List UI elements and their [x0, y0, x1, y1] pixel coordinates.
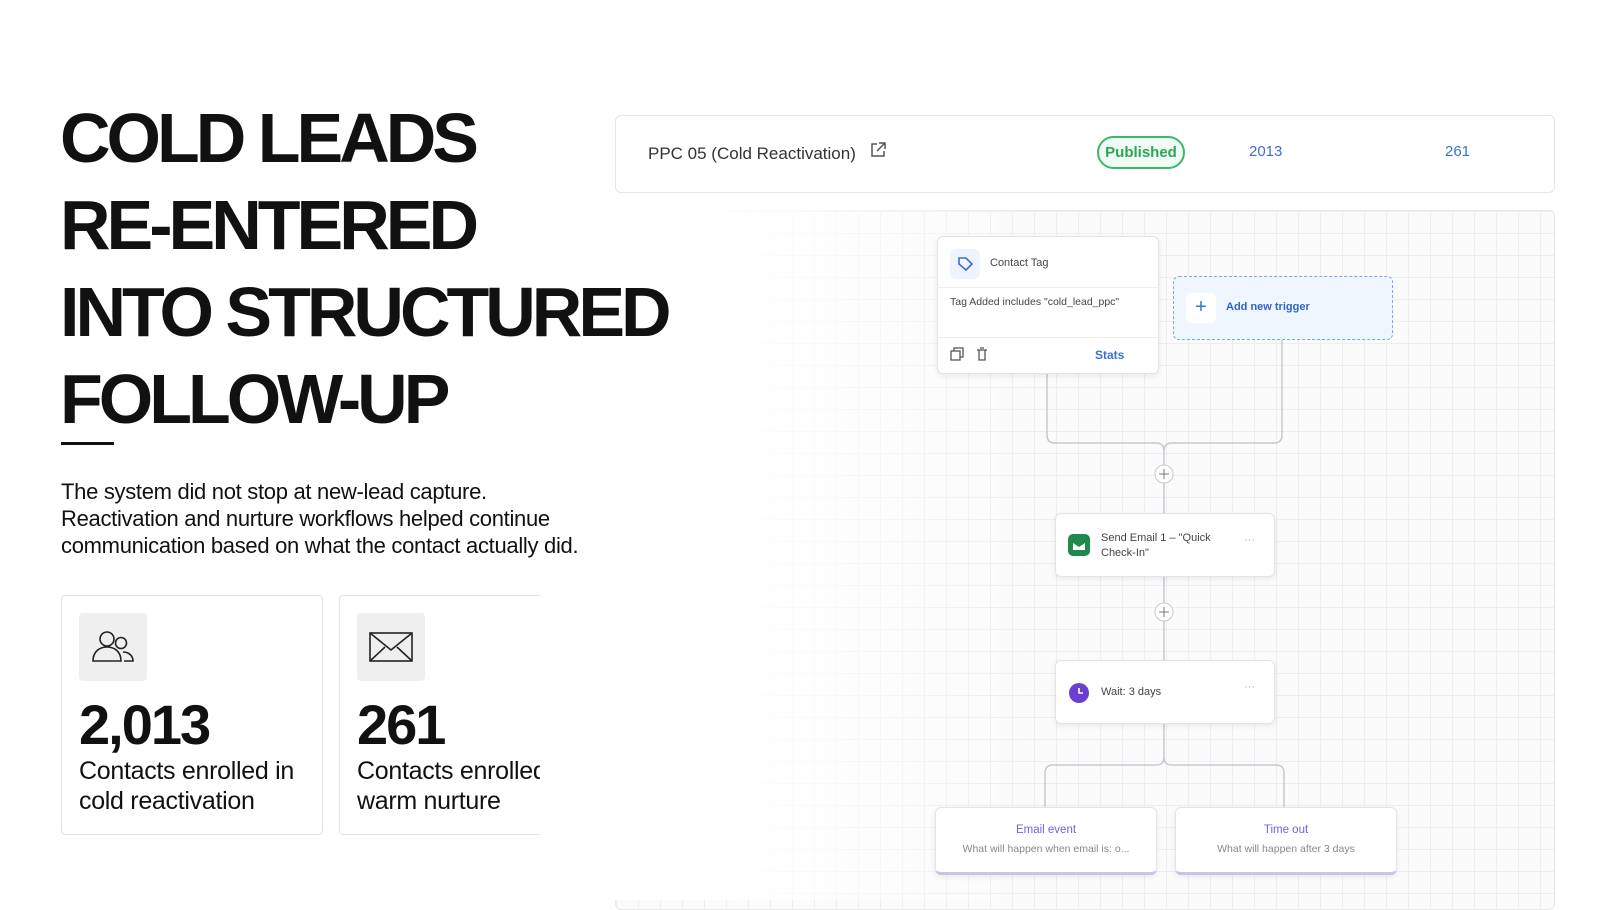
underline	[61, 442, 114, 445]
stat-label-line: warm nurture	[357, 787, 501, 815]
workflow-name: PPC 05 (Cold Reactivation)	[648, 144, 856, 163]
headline-line: COLD LEADS	[60, 99, 479, 177]
workflow-header: PPC 05 (Cold Reactivation) Published 201…	[615, 115, 1555, 193]
trigger-description: Tag Added includes "cold_lead_ppc"	[950, 296, 1120, 308]
email-node[interactable]: Send Email 1 – "Quick Check-In" ···	[1055, 513, 1275, 577]
node-actions[interactable]	[950, 347, 990, 363]
email-line: Send Email 1 – "Quick	[1101, 532, 1211, 544]
stat-value: 261	[357, 693, 446, 756]
stat-label-line: cold reactivation	[79, 787, 255, 815]
email-line: Check-In"	[1101, 547, 1149, 559]
stat-card: 2,013 Contacts enrolled in cold reactivati…	[61, 595, 323, 835]
branch-node[interactable]: Email event What will happen when email i…	[935, 807, 1157, 875]
wait-node[interactable]: Wait: 3 days ···	[1055, 660, 1275, 724]
headline-line: RE-ENTERED	[60, 186, 479, 264]
add-trigger[interactable]: + Add new trigger	[1173, 276, 1393, 340]
branch-text: What will happen after 3 days	[1217, 843, 1355, 855]
stat-value: 2,013	[79, 693, 211, 756]
tag-icon	[950, 249, 980, 279]
intro-line: communication based on what the contact …	[61, 533, 579, 558]
active-count[interactable]: 261	[1445, 143, 1471, 160]
stat-card: 261 Contacts enrolled in warm nurture	[339, 595, 601, 835]
stat-label-line: Contacts enrolled in	[357, 757, 572, 785]
headline-line: INTO STRUCTURED	[60, 273, 672, 351]
branch-title: Time out	[1263, 824, 1309, 836]
headline-line: FOLLOW-UP	[60, 360, 450, 438]
branch-title: Email event	[1015, 824, 1077, 836]
stat-label: Contacts enrolled in warm nurture	[357, 756, 572, 816]
wait-label: Wait: 3 days	[1101, 686, 1162, 698]
enrolled-count[interactable]: 2013	[1249, 143, 1283, 160]
stats-link[interactable]: Stats	[1095, 348, 1125, 362]
intro-line: The system did not stop at new-lead capt…	[61, 479, 487, 504]
trigger-node[interactable]: Contact Tag Tag Added includes "cold_lea…	[937, 236, 1159, 374]
stat-icon	[357, 613, 425, 681]
trigger-title: Contact Tag	[990, 257, 1049, 269]
stat-label: Contacts enrolled in cold reactivation	[79, 756, 294, 816]
stat-label-line: Contacts enrolled in	[79, 757, 294, 785]
plus-icon: +	[1186, 293, 1216, 323]
status-badge: Published	[1097, 136, 1185, 169]
more-menu[interactable]: ···	[1244, 534, 1255, 546]
stat-icon	[79, 613, 147, 681]
more-menu[interactable]: ···	[1244, 681, 1255, 693]
add-trigger-label: Add new trigger	[1226, 301, 1310, 313]
branch-text: What will happen when email is: o...	[962, 843, 1130, 855]
intro-line: Reactivation and nurture workflows helpe…	[61, 506, 550, 531]
branch-node[interactable]: Time out What will happen after 3 days	[1175, 807, 1397, 875]
email-label: Send Email 1 – "Quick Check-In"	[1101, 531, 1211, 561]
external-icon[interactable]	[869, 141, 887, 159]
clock-icon	[1069, 683, 1089, 703]
email-icon	[1068, 534, 1090, 556]
